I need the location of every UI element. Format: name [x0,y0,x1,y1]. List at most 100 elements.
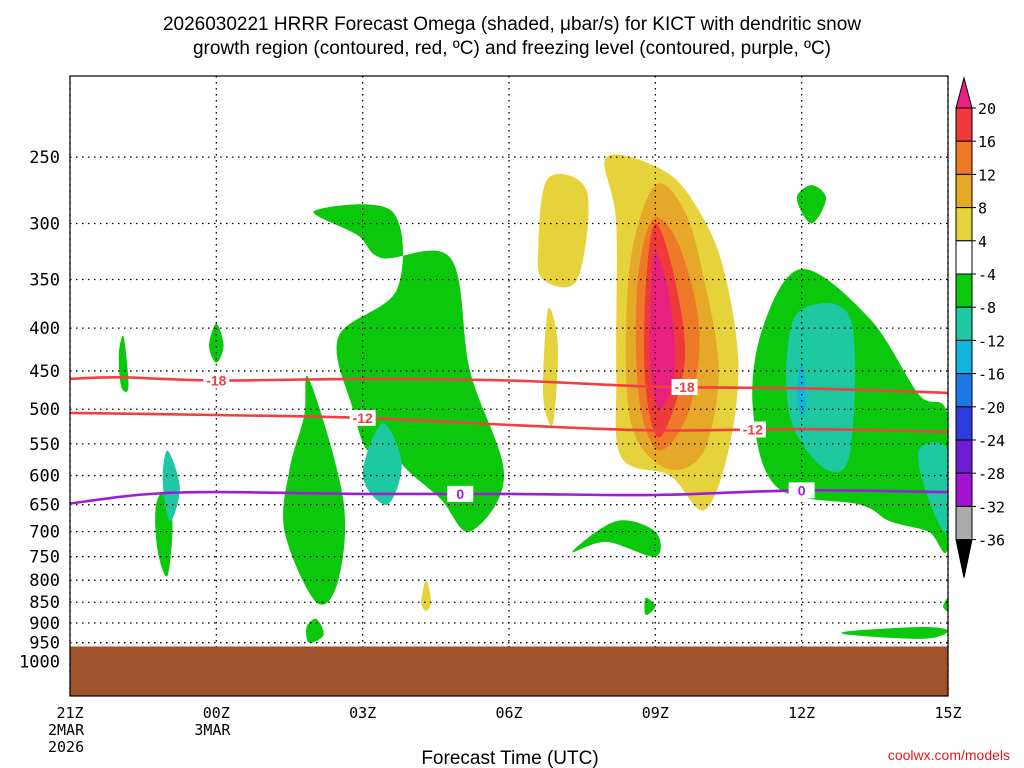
y-tick-label: 350 [29,271,60,291]
colorbar-label: 8 [978,200,987,218]
colorbar-label: 4 [978,233,987,251]
colorbar-label: 20 [978,100,996,118]
colorbar-label: -16 [978,366,1005,384]
colorbar-band [955,273,973,308]
colorbar-label: 12 [978,166,996,184]
omega-region--4 [572,520,661,557]
x-tick-label: 15Z [934,704,961,722]
colorbar-band [955,240,973,275]
x-tick-label: 12Z [788,704,815,722]
plot-frame [69,75,949,697]
colorbar-bottom-arrow [955,539,973,578]
contour-label--12: -12 [743,422,763,438]
colorbar-label: -24 [978,432,1005,450]
x-tick-label: 03Z [349,704,376,722]
colorbar-label: -28 [978,465,1005,483]
x-tick-label: 2MAR [48,721,85,739]
y-tick-label: 1000 [19,652,60,672]
x-tick-label: 09Z [642,704,669,722]
y-tick-label: 950 [29,634,60,654]
contour-label-0: 0 [456,486,464,502]
y-tick-label: 300 [29,214,60,234]
colorbar-band [955,505,973,541]
x-tick-label: 3MAR [194,721,231,739]
colorbar-label: -20 [978,399,1005,417]
y-tick-label: 400 [29,319,60,339]
colorbar-band [955,306,973,341]
omega-region--4 [118,335,129,392]
omega-shading [118,154,948,643]
colorbar-band [955,406,973,441]
y-tick-label: 800 [29,571,60,591]
colorbar-top-arrow [955,76,973,109]
contour--18 [69,375,949,395]
watermark: coolwx.com/models [888,747,1010,763]
y-tick-label: 900 [29,614,60,634]
x-tick-label: 2026 [48,738,84,756]
omega-region-4 [542,307,558,426]
omega-region--4 [796,185,827,224]
x-tick-label: 00Z [203,704,230,722]
y-tick-label: 550 [29,435,60,455]
plot-area [118,154,948,643]
y-tick-label: 750 [29,548,60,568]
omega-region--4 [841,627,948,639]
contour-label-bg [739,421,766,438]
ground-fill [70,646,948,696]
colorbar-band [955,140,973,175]
colorbar-band [955,439,973,474]
contour-label--18: -18 [206,372,226,388]
plot-border [69,75,949,697]
omega-region--4 [943,597,948,612]
chart-title-line2: growth region (contoured, red, ºC) and f… [193,38,831,59]
omega-region--4 [306,618,324,643]
colorbar-label: -32 [978,498,1005,516]
colorbar-label: 16 [978,133,996,151]
colorbar-band [955,339,973,375]
y-tick-label: 600 [29,467,60,487]
colorbar-band [955,107,973,142]
y-axis: 2503003504004505005506006507007508008509… [19,148,60,672]
colorbar-label: -8 [978,299,996,317]
contour-label-0: 0 [798,482,806,498]
omega-region--4 [644,597,656,616]
colorbar-band [955,472,973,507]
y-tick-label: 250 [29,148,60,168]
colorbar: 20 16 12 8 4 -4 -8 -12 -16 -20 -24 -28 -32 -36 [955,76,1005,578]
y-tick-label: 500 [29,400,60,420]
omega-region--12 [796,362,807,417]
contour-label--12: -12 [353,410,373,426]
contour--12 [69,411,949,434]
contour-label-bg [349,409,376,426]
contour-label--18: -18 [674,379,694,395]
colorbar-label: -4 [978,266,996,284]
omega-region--4 [283,375,346,605]
omega-region-4 [421,580,431,611]
omega-region--8 [918,442,948,534]
ground-layer [70,646,948,696]
x-axis-label: Forecast Time (UTC) [421,748,598,768]
colorbar-band [955,207,973,242]
contour-label-bg [447,485,474,502]
chart-title-line1: 2026030221 HRRR Forecast Omega (shaded, … [163,14,861,35]
y-tick-label: 450 [29,362,60,382]
contour-lines: -18 -18 -12 -12 0 0 [69,372,949,505]
contour-label-bg [788,482,815,499]
x-tick-label: 06Z [495,704,522,722]
colorbar-band [955,173,973,209]
omega-region--8 [162,450,180,522]
y-tick-label: 700 [29,523,60,543]
omega-region--8 [362,423,402,505]
colorbar-band [955,373,973,408]
colorbar-label: -36 [978,532,1005,550]
colorbar-label: -12 [978,332,1005,350]
contour-label-bg [203,372,230,389]
contour-label-bg [671,379,698,396]
omega-region--4 [313,204,505,532]
omega-region--4 [209,323,224,363]
y-tick-label: 850 [29,593,60,613]
x-tick-label: 21Z [56,704,83,722]
omega-region-4 [537,174,589,288]
